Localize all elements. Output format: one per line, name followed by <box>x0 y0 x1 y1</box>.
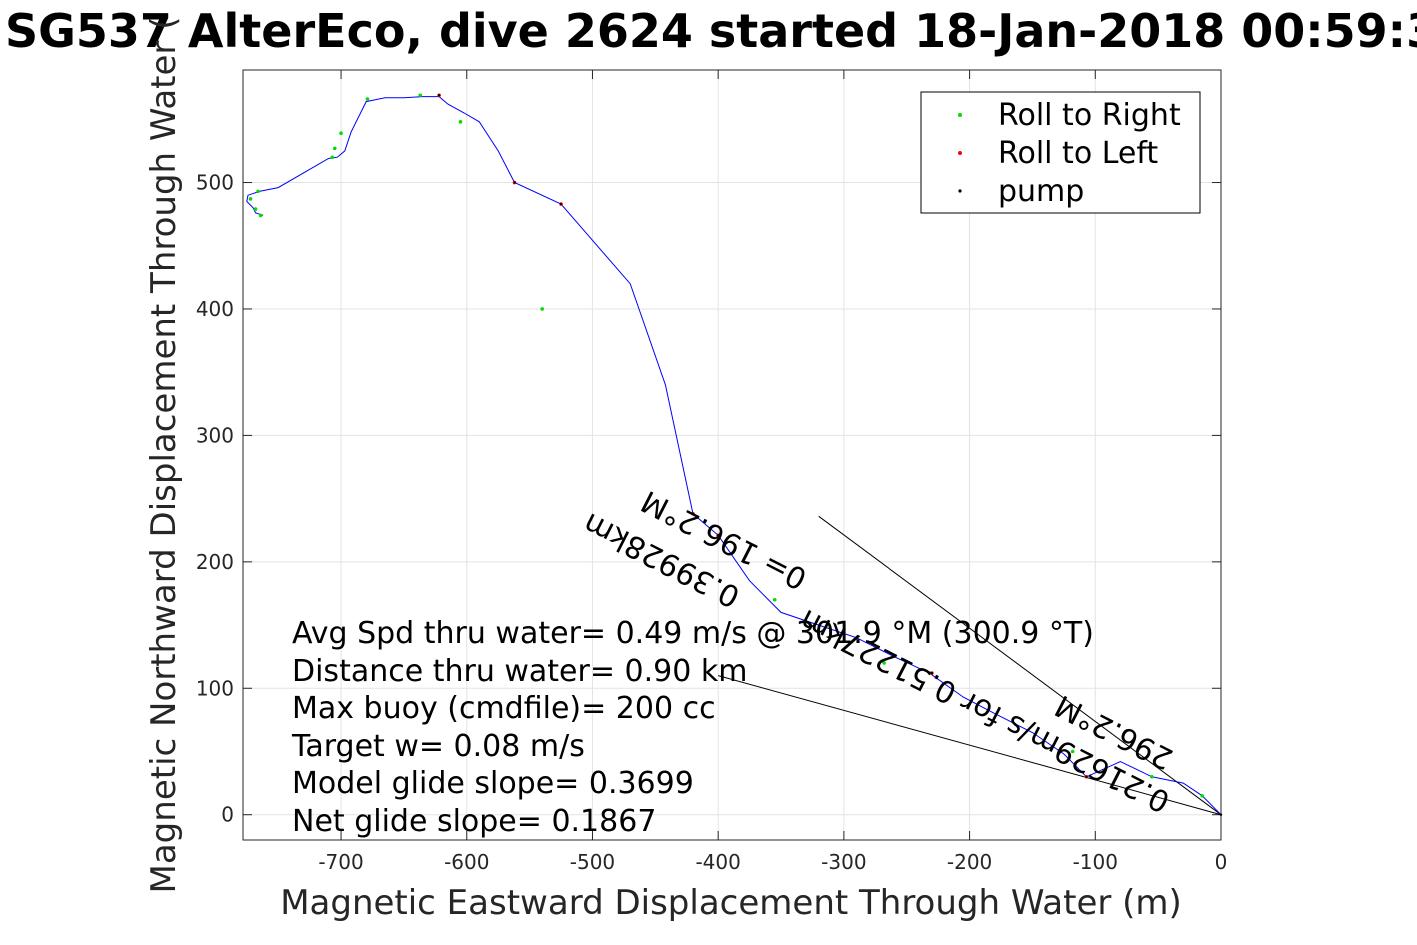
y-axis-label: Magnetic Northward Displacement Through … <box>144 17 184 894</box>
y-tick-label: 400 <box>196 297 234 321</box>
legend-marker-pump <box>958 189 962 193</box>
legend-marker-roll-right <box>958 113 962 117</box>
roll-right-point <box>418 93 423 98</box>
legend-label-roll-left: Roll to Left <box>998 136 1158 171</box>
current-line <box>818 515 1222 816</box>
pump-point <box>930 671 934 675</box>
legend: Roll to Right Roll to Left pump <box>920 91 1201 214</box>
x-tick-label: -600 <box>444 850 489 874</box>
y-tick-label: 500 <box>196 171 234 195</box>
roll-right-point <box>1150 774 1154 779</box>
roll-right-point <box>1200 793 1204 798</box>
x-tick-label: -400 <box>695 850 740 874</box>
pump-point <box>1219 813 1223 816</box>
x-tick-label: -500 <box>570 850 615 874</box>
roll-right-point <box>882 661 886 665</box>
roll-right-point <box>256 189 260 194</box>
x-tick-label: -700 <box>318 850 363 874</box>
current-lines <box>718 515 1222 816</box>
marker-group <box>248 93 1223 816</box>
roll-right-point <box>1070 749 1075 754</box>
annotation-model-glide: Model glide slope= 0.3699 <box>292 766 694 801</box>
annotation-max-buoy: Max buoy (cmdfile)= 200 cc <box>292 691 716 726</box>
annotations: Avg Spd thru water= 0.49 m/s @ 301.9 °M … <box>291 616 1094 839</box>
roll-right-point <box>258 213 263 218</box>
roll-right-point <box>540 307 544 311</box>
legend-box <box>920 91 1201 214</box>
annotation-net-glide: Net glide slope= 0.1867 <box>292 804 656 839</box>
x-axis-label: Magnetic Eastward Displacement Through W… <box>280 883 1182 923</box>
pump-point <box>513 181 516 184</box>
pump-point <box>437 94 441 97</box>
roll-right-point <box>253 207 258 211</box>
roll-right-point <box>365 97 370 101</box>
y-tick-label: 200 <box>196 550 234 574</box>
pump-point <box>691 512 695 515</box>
annotation-distance: Distance thru water= 0.90 km <box>292 654 747 689</box>
roll-right-point <box>927 671 932 675</box>
legend-label-roll-right: Roll to Right <box>998 98 1181 133</box>
tick-labels: -700 -600 -500 -400 -300 -200 -100 0 0 100 200 300 4… <box>196 171 1228 874</box>
chart-title: SG537 AlterEco, dive 2624 started 18-Jan… <box>5 4 1417 58</box>
legend-marker-roll-left <box>958 151 962 155</box>
x-tick-label: 0 <box>1215 850 1228 874</box>
annotation-avg-speed: Avg Spd thru water= 0.49 m/s @ 301.9 °M … <box>292 616 1094 651</box>
plot-frame <box>242 69 1222 841</box>
y-tick-label: 0 <box>221 803 234 827</box>
roll-right-point <box>330 155 335 160</box>
current-line <box>718 675 1222 816</box>
y-tick-label: 300 <box>196 423 234 447</box>
annotation-target-w: Target w= 0.08 m/s <box>291 729 585 764</box>
roll-right-point <box>332 146 337 151</box>
legend-label-pump: pump <box>998 174 1084 209</box>
axis-ticks <box>243 70 1222 840</box>
x-tick-label: -200 <box>947 850 992 874</box>
roll-right-point <box>772 597 777 602</box>
roll-right-point <box>458 120 463 124</box>
x-tick-label: -100 <box>1073 850 1118 874</box>
roll-right-point <box>248 197 253 201</box>
pump-point <box>1085 775 1088 778</box>
y-tick-label: 100 <box>196 676 234 700</box>
pump-point <box>716 534 720 537</box>
pump-point <box>559 202 563 206</box>
roll-right-point <box>339 131 343 136</box>
x-tick-label: -300 <box>821 850 866 874</box>
